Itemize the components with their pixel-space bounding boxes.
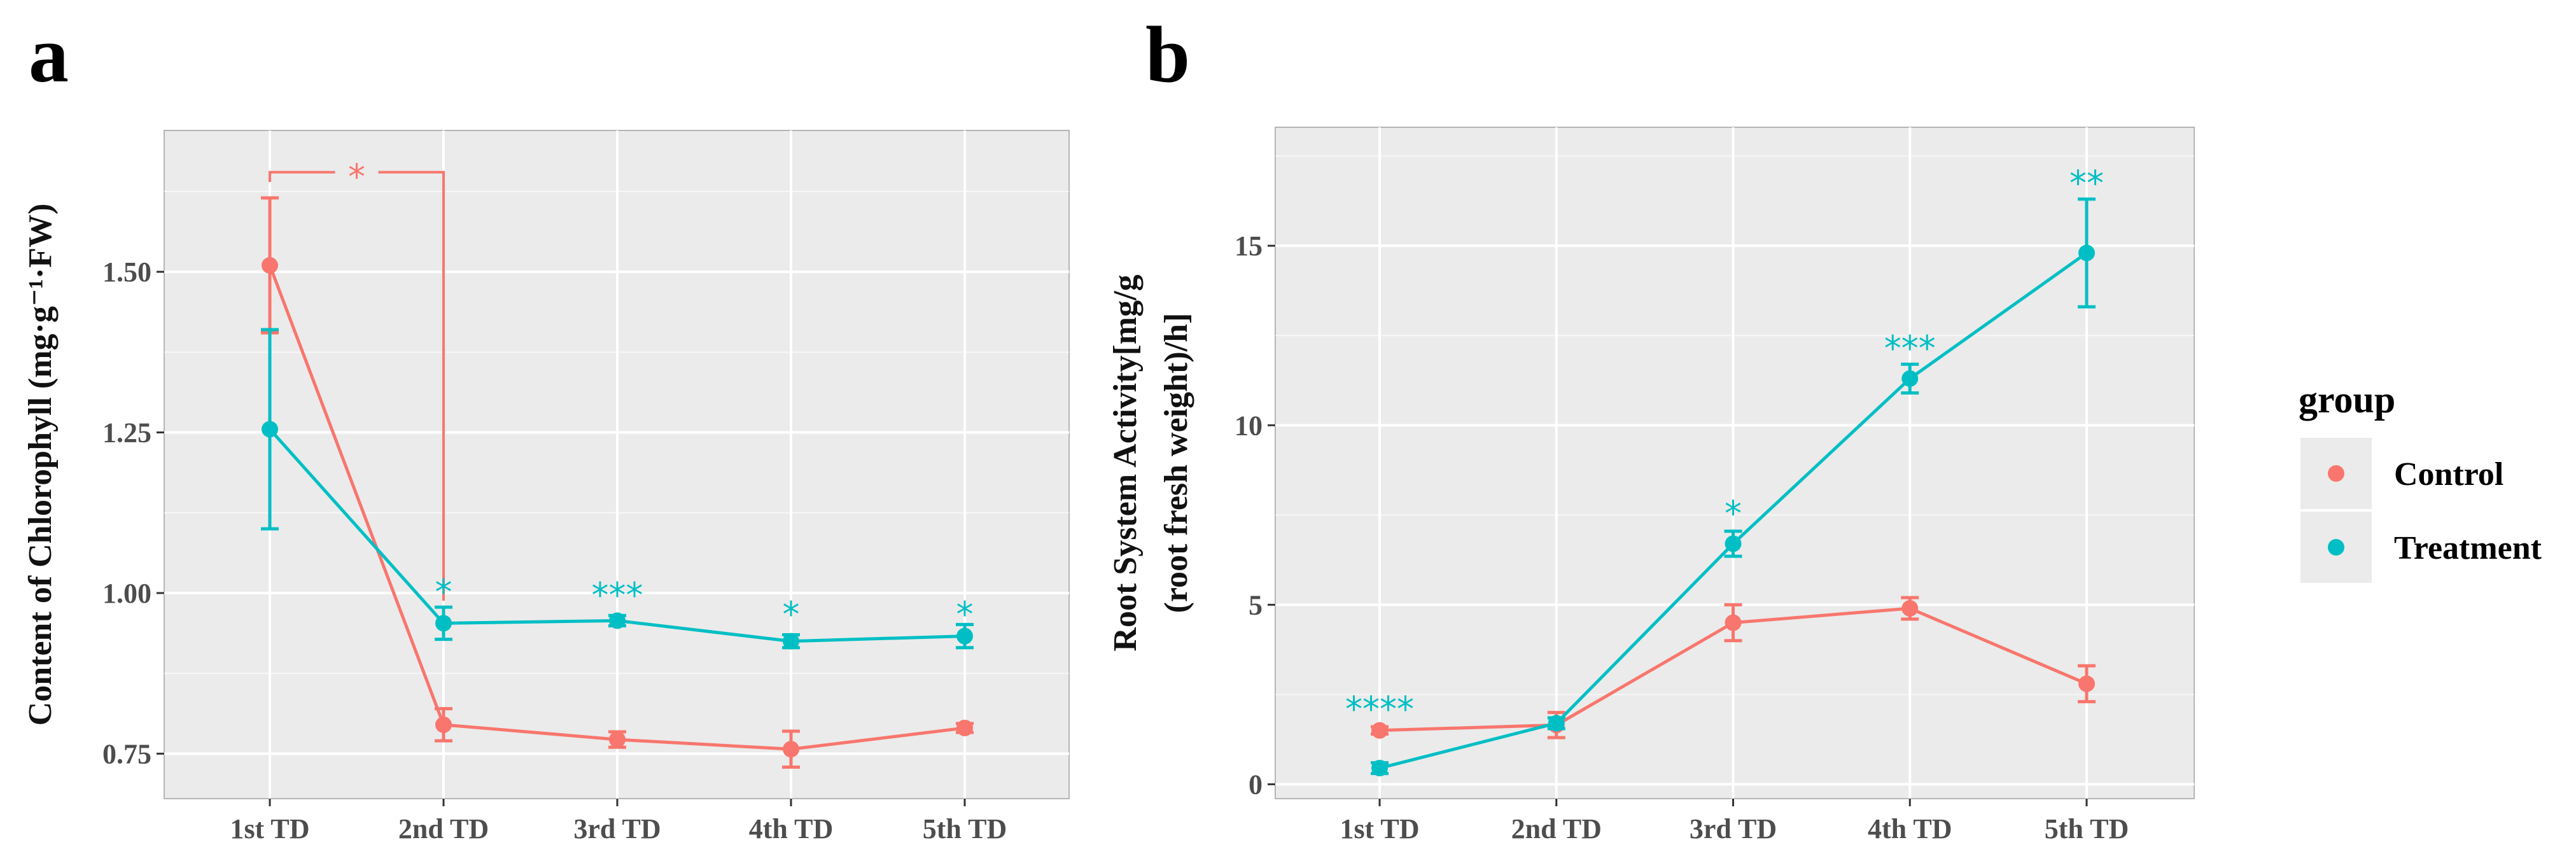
significance-label: *** [592, 575, 643, 615]
legend: group Control Treatment [2299, 379, 2542, 583]
data-point-treatment [1548, 715, 1565, 732]
x-tick-label: 5th TD [2045, 813, 2129, 844]
y-axis-title: (root fresh weight)/h] [1158, 313, 1194, 613]
legend-key-treatment [2328, 539, 2344, 556]
significance-label: **** [1345, 689, 1414, 729]
panel-letter: a [29, 11, 69, 99]
significance-label: * [435, 572, 452, 612]
data-point-control [2078, 675, 2095, 692]
data-point-control [1371, 722, 1388, 739]
y-tick-label: 0 [1249, 769, 1263, 800]
plot-background [1275, 127, 2195, 799]
data-point-treatment [1725, 535, 1742, 552]
legend-label: Treatment [2394, 530, 2542, 566]
data-point-control [435, 716, 452, 733]
significance-label: * [348, 157, 365, 197]
data-point-treatment [783, 633, 799, 650]
y-tick-label: 1.25 [102, 417, 151, 449]
data-point-treatment [1901, 370, 1919, 387]
x-tick-label: 3rd TD [573, 813, 661, 844]
y-tick-label: 10 [1235, 410, 1263, 441]
panel-letter: b [1145, 11, 1190, 99]
significance-label: *** [1884, 328, 1936, 368]
data-point-control [1901, 599, 1919, 617]
data-point-treatment [956, 627, 973, 645]
significance-label-bg [335, 159, 379, 185]
x-tick-label: 1st TD [230, 813, 309, 844]
legend-title: group [2299, 379, 2395, 421]
x-tick-label: 1st TD [1340, 813, 1419, 844]
data-point-treatment [262, 421, 278, 438]
x-tick-label: 4th TD [749, 813, 833, 844]
data-point-treatment [609, 612, 626, 629]
y-axis-title: Content of Chlorophyll (mg·g⁻¹·FW) [22, 204, 59, 726]
data-point-control [609, 731, 626, 748]
data-point-control [1725, 614, 1742, 631]
significance-label: ** [2069, 164, 2104, 204]
significance-label: * [1725, 494, 1742, 534]
x-tick-label: 2nd TD [1511, 813, 1602, 844]
x-tick-label: 4th TD [1868, 813, 1952, 844]
chart-panel-b: b 0 5 10 15 1st TD 2nd TD 3rd TD 4th TD 5th TD Roo… [1107, 11, 2195, 844]
y-tick-label: 0.75 [102, 738, 151, 769]
data-point-control [262, 257, 278, 274]
y-tick-label: 1.00 [102, 578, 151, 609]
chart-panel-a: a 0.75 1.00 1.25 1.50 1st TD 2nd TD 3rd TD 4th T… [22, 11, 1070, 844]
data-point-treatment [2078, 244, 2095, 262]
x-tick-label: 3rd TD [1690, 813, 1777, 844]
legend-key-control [2328, 465, 2344, 482]
x-tick-label: 2nd TD [398, 813, 489, 844]
data-point-control [783, 741, 799, 758]
data-point-control [956, 719, 973, 736]
y-tick-label: 15 [1235, 230, 1263, 262]
significance-label: * [956, 594, 974, 634]
x-tick-label: 5th TD [923, 813, 1007, 844]
y-tick-label: 1.50 [102, 256, 151, 288]
data-point-treatment [435, 615, 452, 632]
significance-label: * [783, 594, 800, 634]
y-tick-label: 5 [1249, 589, 1263, 620]
y-axis-title: Root System Activity[mg/g [1107, 274, 1144, 651]
data-point-treatment [1371, 760, 1388, 777]
legend-label: Control [2394, 456, 2503, 493]
